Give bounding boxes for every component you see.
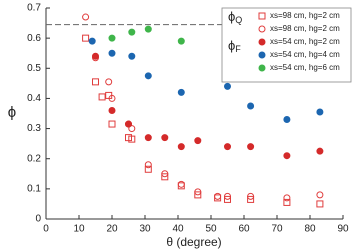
x-tick-label: 10 <box>73 224 85 235</box>
circle-marker <box>108 106 116 114</box>
circle-marker <box>108 94 116 102</box>
circle-marker <box>128 28 136 36</box>
y-tick-label: 0.5 <box>27 63 41 74</box>
circle-marker <box>283 116 291 124</box>
circle-marker <box>144 72 152 80</box>
circle-marker <box>177 143 185 151</box>
circle-marker <box>247 143 255 151</box>
circle-marker <box>194 188 202 196</box>
circle-marker <box>247 102 255 110</box>
x-tick-label: 40 <box>172 224 184 235</box>
circle-marker <box>144 25 152 33</box>
circle-marker <box>125 120 132 128</box>
y-tick-label: 0.3 <box>27 123 41 134</box>
circle-marker <box>194 137 202 145</box>
circle-marker <box>177 180 185 188</box>
y-tick-label: 0 <box>35 214 41 225</box>
y-tick-label: 0.1 <box>27 183 41 194</box>
circle-marker <box>128 125 136 133</box>
square-marker <box>161 173 169 181</box>
y-tick-label: 0.7 <box>27 3 41 14</box>
circle-marker <box>258 25 266 33</box>
circle-marker <box>214 192 222 200</box>
circle-marker <box>88 37 96 45</box>
square-marker <box>194 191 202 199</box>
square-marker <box>82 34 90 42</box>
y-tick-label: 0.2 <box>27 153 41 164</box>
x-tick-label: 20 <box>106 224 118 235</box>
circle-marker <box>258 51 266 59</box>
legend-group-label: ϕQ <box>228 9 242 25</box>
square-marker <box>283 198 291 206</box>
legend-group-label: ϕF <box>228 38 241 54</box>
y-tick-label: 0.6 <box>27 33 41 44</box>
circle-marker <box>82 13 90 21</box>
x-tick-label: 50 <box>205 224 217 235</box>
circle-marker <box>144 161 152 169</box>
y-tick-label: 0.4 <box>27 93 41 104</box>
square-marker <box>224 195 231 203</box>
circle-marker <box>144 134 152 142</box>
x-tick-label: 60 <box>238 224 250 235</box>
square-marker <box>247 195 255 203</box>
x-tick-label: 90 <box>337 224 349 235</box>
circle-marker <box>224 143 231 151</box>
y-axis-label: ϕ <box>8 104 16 121</box>
legend-label: xs=98 cm, hg=2 cm <box>270 24 340 33</box>
legend-group-subscript: Q <box>235 15 242 25</box>
circle-marker <box>108 49 116 57</box>
circle-marker <box>247 192 255 200</box>
legend-group-symbol: ϕ <box>228 9 235 24</box>
circle-marker <box>258 38 266 46</box>
circle-marker <box>128 52 136 60</box>
circle-marker <box>161 170 169 178</box>
legend-label: xs=54 cm, hg=4 cm <box>270 50 340 59</box>
circle-marker <box>108 34 116 42</box>
x-axis-label: θ (degree) <box>166 235 221 249</box>
square-marker <box>258 12 266 20</box>
square-marker <box>108 120 116 128</box>
legend-label: xs=98 cm, hg=2 cm <box>270 11 340 20</box>
circle-marker <box>258 64 266 72</box>
x-tick-label: 0 <box>43 224 49 235</box>
circle-marker <box>161 134 169 142</box>
circle-marker <box>316 147 324 155</box>
legend-box <box>221 7 352 83</box>
legend-group-symbol: ϕ <box>228 38 235 53</box>
x-tick-label: 70 <box>271 224 283 235</box>
circle-marker <box>283 194 291 202</box>
legend-group-subscript: F <box>235 44 241 54</box>
square-marker <box>316 200 324 208</box>
square-marker <box>98 93 106 101</box>
square-marker <box>92 78 99 86</box>
legend-label: xs=54 cm, hg=2 cm <box>270 37 340 46</box>
square-marker <box>128 135 136 143</box>
square-marker <box>144 165 152 173</box>
circle-marker <box>92 52 99 60</box>
circle-marker <box>316 108 324 116</box>
circle-marker <box>177 88 185 96</box>
circle-marker <box>177 37 185 45</box>
x-tick-label: 80 <box>304 224 316 235</box>
circle-marker <box>224 192 231 200</box>
circle-marker <box>316 191 324 199</box>
x-tick-label: 30 <box>139 224 151 235</box>
circle-marker <box>224 82 231 90</box>
circle-marker <box>105 78 113 86</box>
circle-marker <box>283 152 291 160</box>
legend-label: xs=54 cm, hg=6 cm <box>270 63 340 72</box>
